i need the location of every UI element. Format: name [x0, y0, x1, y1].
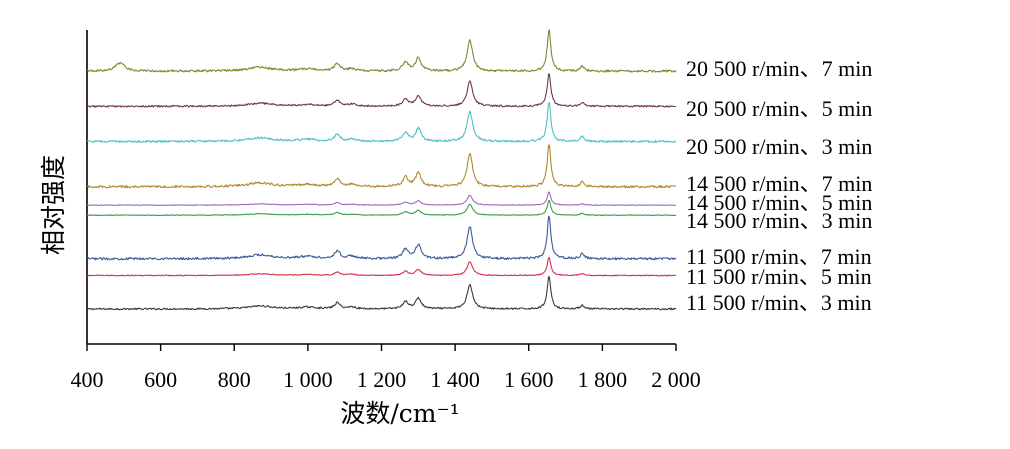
series-group [86, 29, 677, 311]
series-label: 14 500 r/min、5 min [686, 190, 872, 215]
x-tick-label: 400 [71, 367, 104, 392]
series-label: 11 500 r/min、7 min [686, 244, 872, 269]
series-line [86, 276, 677, 311]
series-line [86, 257, 677, 277]
series-line [86, 191, 677, 207]
series-line [86, 215, 677, 261]
series-line [87, 29, 677, 73]
series-label: 20 500 r/min、7 min [686, 56, 872, 81]
series-label: 11 500 r/min、5 min [686, 264, 872, 289]
series-line [87, 73, 677, 108]
series-line [86, 144, 677, 189]
x-tick-label: 1 600 [504, 367, 554, 392]
series-label: 11 500 r/min、3 min [686, 290, 872, 315]
series-label: 20 500 r/min、3 min [686, 134, 872, 159]
series-line [86, 101, 676, 143]
x-tick-label: 600 [144, 367, 177, 392]
series-label: 14 500 r/min、7 min [686, 171, 872, 196]
x-tick-label: 1 800 [578, 367, 628, 392]
series-label: 14 500 r/min、3 min [686, 208, 872, 233]
x-ticks: 400 600 800 1 000 1 200 1 400 1 600 1 800 2 000 [71, 344, 701, 392]
x-axis-title: 波数/cm⁻¹ [340, 399, 459, 428]
x-tick-label: 2 000 [651, 367, 701, 392]
series-line [86, 199, 677, 217]
x-tick-label: 800 [218, 367, 251, 392]
x-tick-label: 1 000 [283, 367, 333, 392]
x-tick-label: 1 200 [357, 367, 407, 392]
x-tick-label: 1 400 [430, 367, 480, 392]
series-label: 20 500 r/min、5 min [686, 96, 872, 121]
y-axis-title: 相对强度 [39, 155, 68, 255]
